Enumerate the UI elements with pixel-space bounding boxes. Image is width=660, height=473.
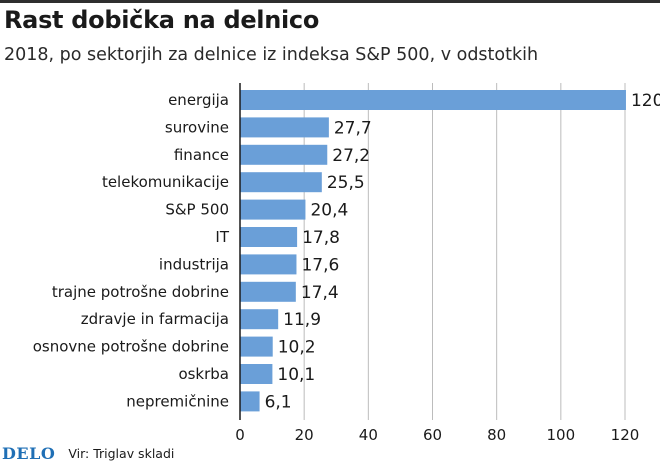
category-label: trajne potrošne dobrine [52, 283, 229, 301]
brand-logo: DELO [2, 444, 56, 463]
bar [240, 90, 626, 110]
value-label: 17,6 [301, 255, 339, 275]
category-label: telekomunikacije [102, 173, 229, 191]
category-label: IT [215, 228, 229, 246]
bar [240, 309, 279, 330]
value-label: 10,1 [277, 365, 315, 385]
x-tick-label: 40 [359, 426, 378, 444]
category-label: industrija [159, 255, 229, 273]
category-label: nepremičnine [126, 392, 229, 410]
bar [240, 364, 273, 384]
x-tick-label: 20 [295, 426, 314, 444]
source-note: Vir: Triglav skladi [68, 446, 175, 461]
bar [240, 227, 298, 247]
bar [240, 336, 273, 357]
footer: DELO Vir: Triglav skladi [2, 443, 174, 467]
x-tick-label: 120 [611, 426, 640, 444]
value-label: 17,8 [302, 228, 340, 248]
x-tick-label: 0 [235, 426, 245, 444]
chart-subtitle: 2018, po sektorjih za delnice iz indeksa… [4, 45, 539, 65]
value-label: 17,4 [301, 283, 339, 303]
bar [240, 254, 297, 275]
value-label: 25,5 [327, 173, 365, 193]
bar [240, 172, 322, 193]
category-label: oskrba [178, 365, 229, 383]
value-label: 11,9 [283, 310, 321, 330]
category-label: surovine [165, 118, 229, 136]
value-label: 10,2 [278, 338, 316, 358]
category-label: finance [174, 146, 229, 164]
value-label: 27,2 [332, 146, 370, 166]
category-label: energija [168, 91, 229, 109]
value-label: 20,4 [310, 201, 348, 221]
bar [240, 199, 306, 220]
category-label: S&P 500 [165, 201, 229, 219]
top-rule [0, 0, 660, 3]
bar [240, 144, 328, 165]
bar [240, 117, 329, 138]
category-label: zdravje in farmacija [81, 310, 229, 328]
x-tick-label: 80 [487, 426, 506, 444]
value-label: 120,3 [631, 91, 660, 111]
bar [240, 391, 260, 412]
x-tick-label: 60 [423, 426, 442, 444]
value-label: 27,7 [334, 118, 372, 138]
value-label: 6,1 [265, 392, 292, 412]
bar [240, 281, 296, 302]
x-tick-label: 100 [547, 426, 576, 444]
chart-title: Rast dobička na delnico [4, 6, 320, 34]
category-label: osnovne potrošne dobrine [33, 338, 229, 356]
